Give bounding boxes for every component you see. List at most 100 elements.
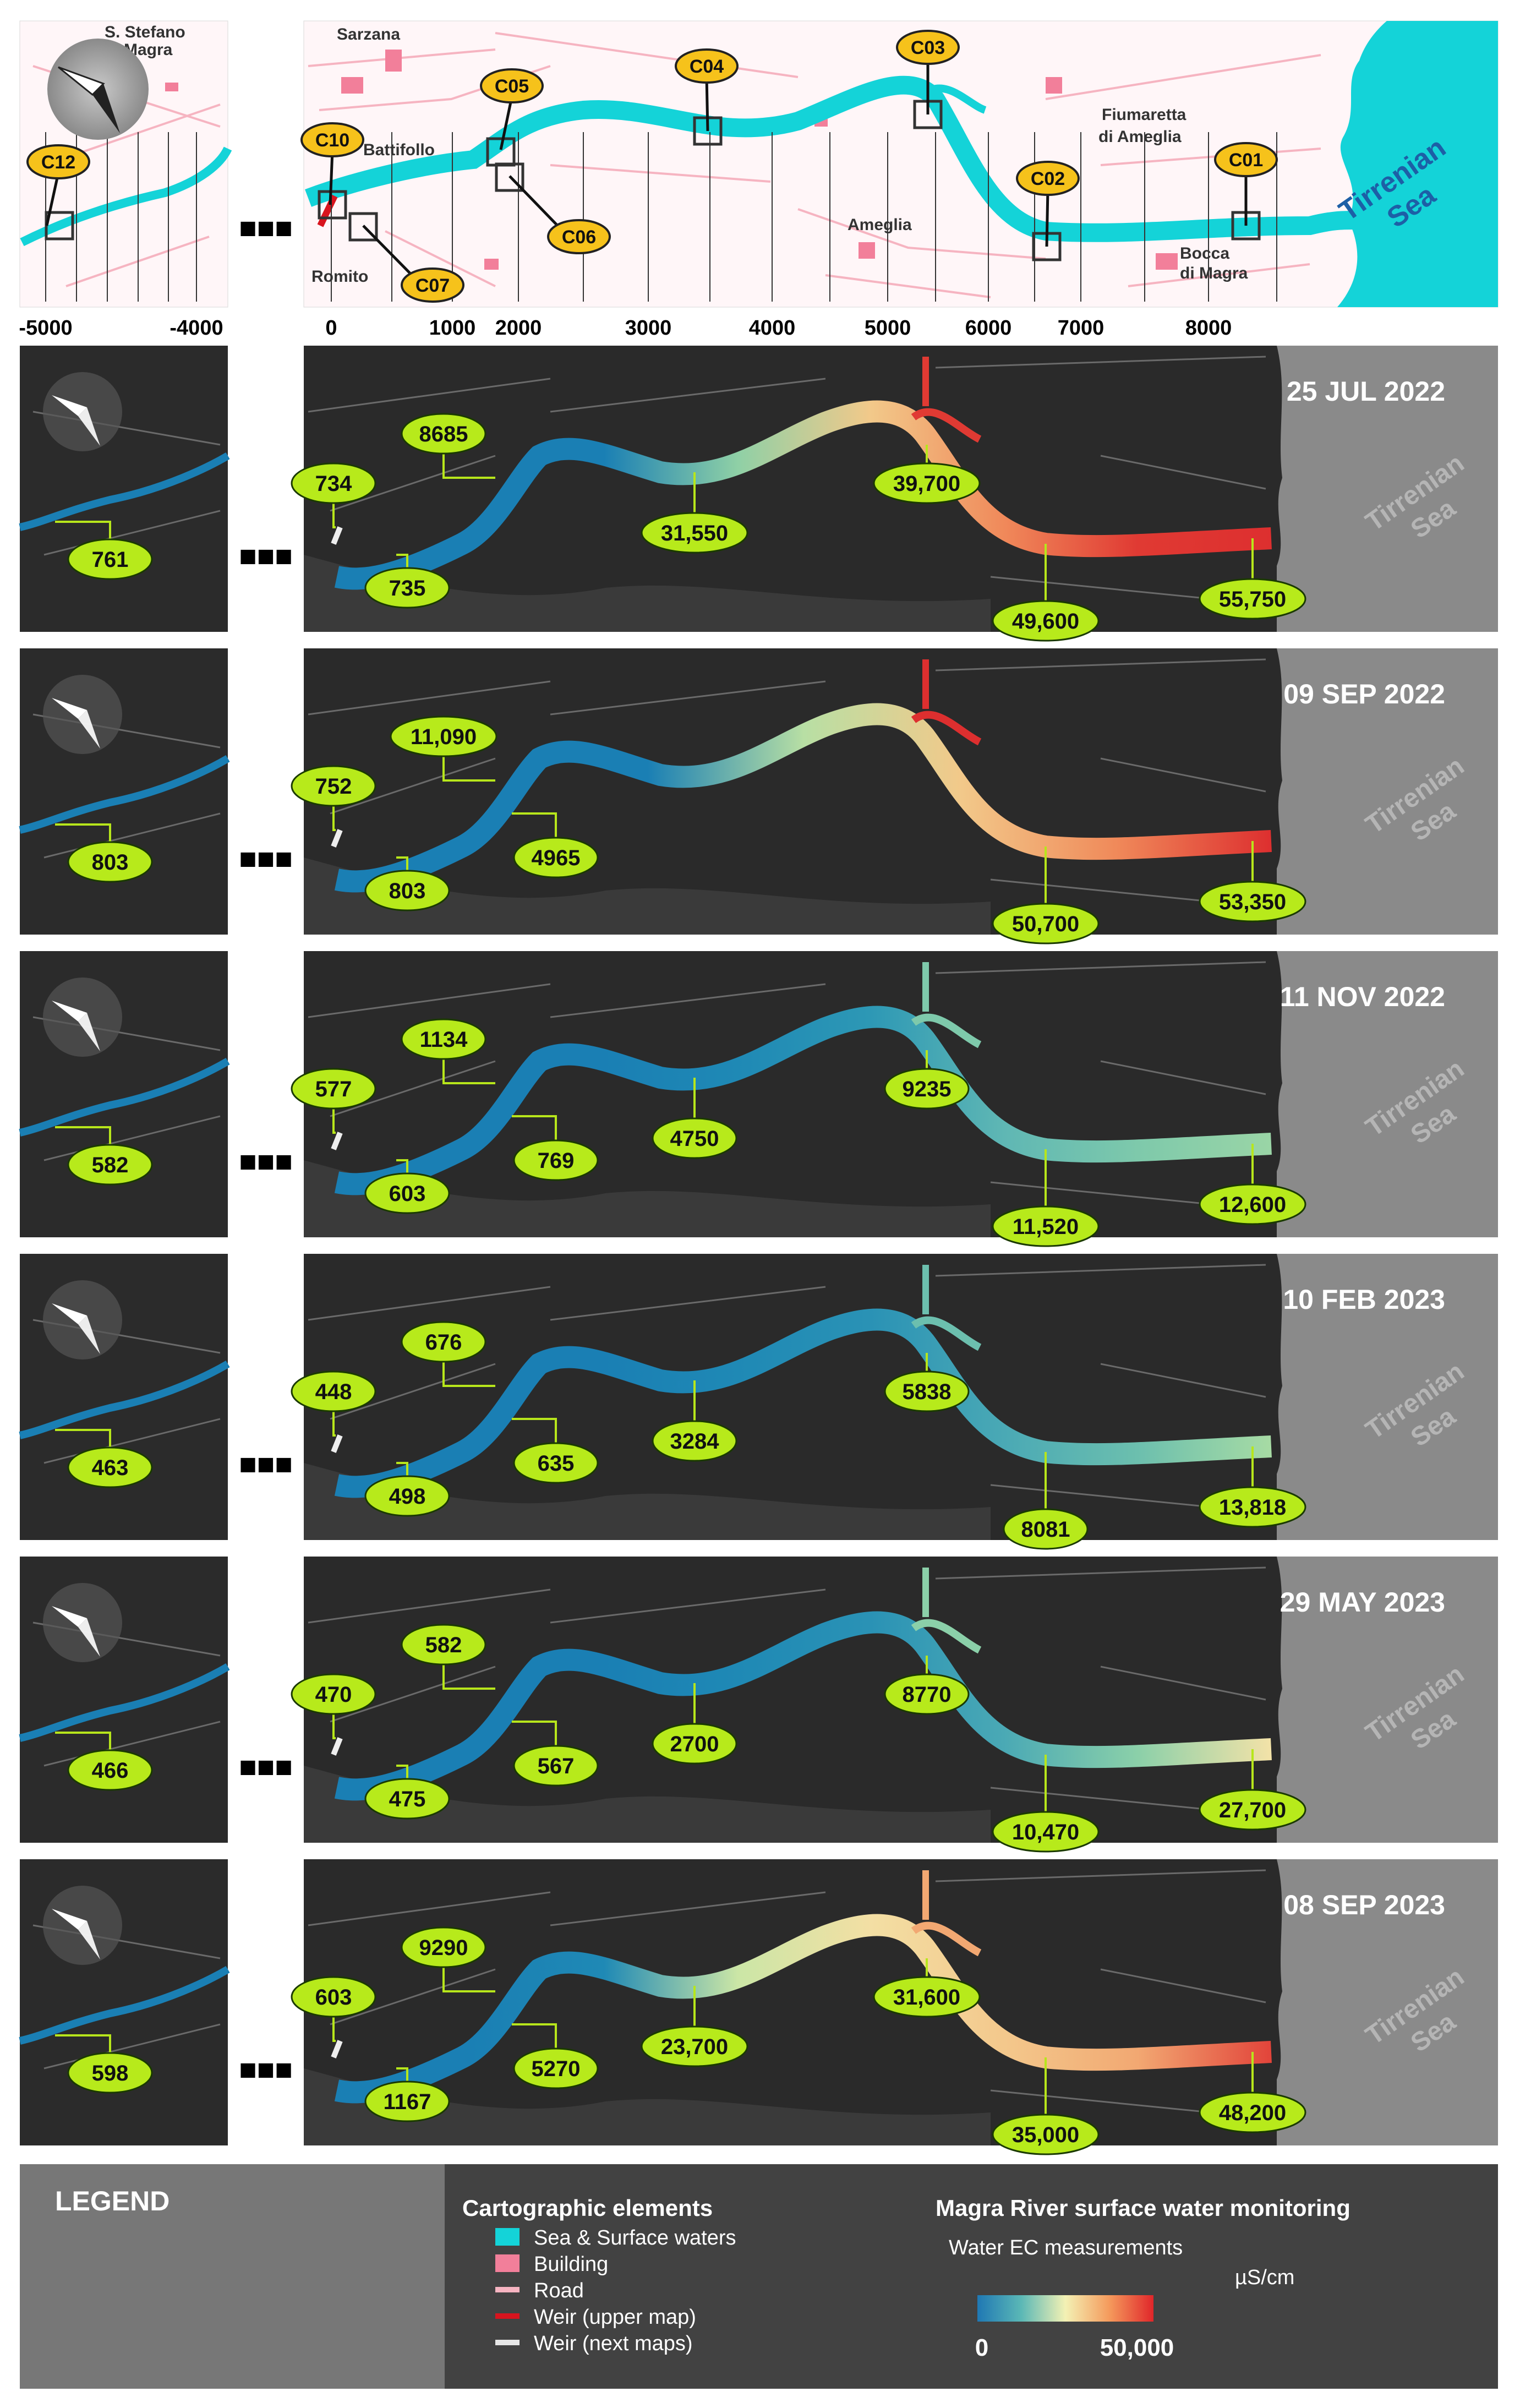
ellipsis-gap: ■■■ bbox=[239, 1448, 293, 1481]
building bbox=[165, 83, 178, 91]
ec-value-label: 9290 bbox=[419, 1936, 468, 1960]
road bbox=[330, 757, 496, 815]
ec-value-marker: 752 bbox=[291, 765, 376, 831]
axis-tick-label: 3000 bbox=[625, 316, 672, 340]
survey-date: 29 MAY 2023 bbox=[1280, 1587, 1445, 1618]
station-badge bbox=[1016, 161, 1080, 196]
ec-value-marker: 39,700 bbox=[873, 445, 981, 504]
ec-value-marker: 8685 bbox=[401, 413, 495, 479]
ec-value-badge bbox=[390, 716, 497, 757]
survey-row: ■■■11 NOV 2022TirrenianSea58257760311347… bbox=[19, 951, 1498, 1247]
ec-value-badge bbox=[364, 567, 450, 609]
ec-value-badge bbox=[401, 1018, 486, 1060]
station-marker: C03 bbox=[896, 30, 960, 129]
ec-value-marker: 577 bbox=[291, 1068, 376, 1134]
legend-item: Weir (upper map) bbox=[495, 2306, 696, 2329]
legend-left-panel bbox=[20, 2164, 445, 2389]
ec-value-marker: 9290 bbox=[401, 1926, 495, 1992]
legend-item: Road bbox=[495, 2279, 584, 2302]
ec-value-marker: 466 bbox=[55, 1732, 153, 1791]
compass-needle bbox=[52, 395, 87, 416]
river-upstream bbox=[19, 452, 230, 531]
survey-row: ■■■29 MAY 2023TirrenianSea46647047558256… bbox=[19, 1557, 1498, 1853]
ec-value-badge bbox=[401, 413, 486, 455]
survey-date: 08 SEP 2023 bbox=[1283, 1890, 1445, 1920]
compass-icon bbox=[47, 39, 149, 140]
ec-value-badge bbox=[1199, 1789, 1306, 1831]
road bbox=[43, 1721, 221, 1767]
ec-value-marker: 734 bbox=[291, 462, 376, 528]
river-branch bbox=[911, 1921, 982, 1957]
place-label: di Ameglia bbox=[1098, 128, 1182, 146]
road bbox=[308, 1588, 551, 1624]
legend-item: Sea & Surface waters bbox=[495, 2226, 736, 2249]
ec-value-marker: 31,600 bbox=[873, 1958, 981, 2018]
ec-value-label: 48,200 bbox=[1219, 2101, 1286, 2125]
ec-value-badge bbox=[992, 1811, 1100, 1853]
road bbox=[330, 1060, 496, 1117]
ec-value-label: 582 bbox=[425, 1633, 462, 1657]
ec-value-label: 1134 bbox=[420, 1028, 468, 1052]
ellipsis-gap: ■■■ bbox=[239, 842, 293, 875]
ec-value-marker: 1134 bbox=[401, 1018, 495, 1084]
sea-area bbox=[1277, 346, 1498, 632]
compass-needle bbox=[78, 710, 100, 749]
terrain-shade bbox=[304, 555, 991, 632]
terrain-shade bbox=[304, 1160, 991, 1237]
ec-value-label: 8685 bbox=[419, 422, 468, 446]
station-label: C07 bbox=[415, 275, 450, 296]
station-badge bbox=[26, 144, 90, 179]
river-branch bbox=[911, 408, 982, 443]
ec-value-badge bbox=[873, 462, 981, 504]
ec-value-label: 9235 bbox=[903, 1077, 952, 1101]
legend-swatch bbox=[495, 2228, 520, 2246]
survey-maps: ■■■25 JUL 2022TirrenianSea76173473586853… bbox=[19, 346, 1498, 2155]
station-leader bbox=[705, 77, 709, 132]
ec-value-marker: 603 bbox=[291, 1976, 376, 2042]
station-markers: C12 C10 C07 C05 C06 C04 C03 C02 C01 bbox=[26, 30, 1278, 303]
road bbox=[1100, 1666, 1266, 1701]
road bbox=[308, 680, 551, 716]
compass-icon bbox=[43, 675, 122, 754]
ec-value-badge bbox=[401, 1321, 486, 1363]
road bbox=[550, 983, 826, 1018]
river-upstream bbox=[19, 1663, 230, 1742]
ec-value-label: 466 bbox=[92, 1759, 129, 1783]
road bbox=[550, 378, 826, 413]
ec-value-marker: 582 bbox=[55, 1126, 153, 1186]
ec-value-badge bbox=[884, 1068, 970, 1110]
survey-row: ■■■08 SEP 2023TirrenianSea59860311679290… bbox=[19, 1859, 1498, 2155]
station-marker: C02 bbox=[1016, 161, 1080, 261]
station-label: C03 bbox=[911, 37, 945, 58]
ec-value-label: 5270 bbox=[532, 2057, 581, 2081]
ec-value-badge bbox=[291, 1976, 376, 2018]
ec-value-marker: 4750 bbox=[652, 1078, 737, 1159]
ec-value-label: 463 bbox=[92, 1456, 129, 1480]
ec-value-label: 8770 bbox=[903, 1683, 952, 1707]
legend-unit: µS/cm bbox=[1235, 2266, 1294, 2289]
axis-tick-label: -5000 bbox=[19, 316, 72, 340]
ec-value-marker: 13,818 bbox=[1199, 1446, 1306, 1528]
ec-value-label: 635 bbox=[538, 1451, 575, 1476]
ellipsis-gap: ■■■ bbox=[239, 2053, 293, 2086]
ec-value-label: 31,600 bbox=[893, 1985, 960, 2010]
legend-ec-label: Water EC measurements bbox=[949, 2236, 1183, 2259]
weir-next-map bbox=[331, 1132, 343, 1150]
ec-value-badge bbox=[513, 837, 599, 878]
station-marker: C05 bbox=[480, 68, 544, 167]
axis-tick-label: 2000 bbox=[495, 316, 542, 340]
ec-value-marker: 735 bbox=[364, 554, 450, 609]
legend-item-label: Weir (upper map) bbox=[534, 2306, 696, 2329]
legend-right-panel bbox=[445, 2164, 1498, 2389]
road bbox=[550, 1588, 826, 1624]
road bbox=[330, 1363, 496, 1420]
road bbox=[495, 32, 799, 78]
sea-area bbox=[1277, 1557, 1498, 1843]
ec-value-badge bbox=[67, 1749, 153, 1791]
ec-value-badge bbox=[1199, 1486, 1306, 1528]
road bbox=[935, 961, 1266, 974]
ec-value-marker: 5838 bbox=[884, 1353, 970, 1412]
station-badge bbox=[896, 30, 960, 65]
ec-value-label: 4750 bbox=[670, 1127, 719, 1151]
station-label: C01 bbox=[1229, 150, 1263, 171]
